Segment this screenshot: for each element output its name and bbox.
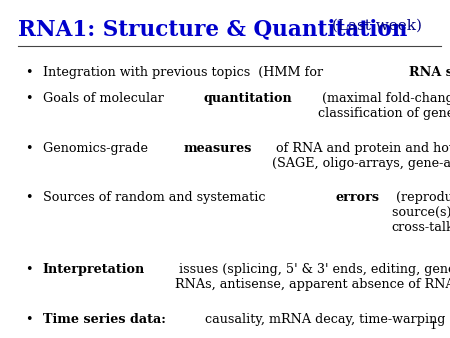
Text: RNA1: Structure & Quantitation: RNA1: Structure & Quantitation [18,19,407,41]
Text: 1: 1 [429,321,436,331]
Text: Interpretation: Interpretation [43,263,145,276]
Text: •: • [25,313,32,325]
Text: •: • [25,92,32,105]
Text: quantitation: quantitation [204,92,292,105]
Text: errors: errors [335,191,379,204]
Text: of RNA and protein and how we choose
(SAGE, oligo-arrays, gene-arrays): of RNA and protein and how we choose (SA… [272,142,450,170]
Text: (reproducibility of RNA
source(s), biases in labeling, non-polyARNAs, effects of: (reproducibility of RNA source(s), biase… [392,191,450,234]
Text: Integration with previous topics  (HMM for: Integration with previous topics (HMM fo… [43,66,327,79]
Text: measures: measures [184,142,252,154]
Text: (maximal fold-changes, clustering &
classification of genes & conditions/cell ty: (maximal fold-changes, clustering & clas… [319,92,450,120]
Text: (Last week): (Last week) [327,19,422,32]
Text: •: • [25,191,32,204]
Text: •: • [25,142,32,154]
Text: Genomics-grade: Genomics-grade [43,142,152,154]
Text: •: • [25,66,32,79]
Text: Sources of random and systematic: Sources of random and systematic [43,191,269,204]
Text: RNA structure: RNA structure [410,66,450,79]
Text: causality, mRNA decay, time-warping: causality, mRNA decay, time-warping [201,313,446,325]
Text: •: • [25,263,32,276]
Text: Time series data:: Time series data: [43,313,166,325]
Text: issues (splicing, 5' & 3' ends, editing, gene families, small
RNAs, antisense, a: issues (splicing, 5' & 3' ends, editing,… [175,263,450,291]
Text: Goals of molecular: Goals of molecular [43,92,167,105]
